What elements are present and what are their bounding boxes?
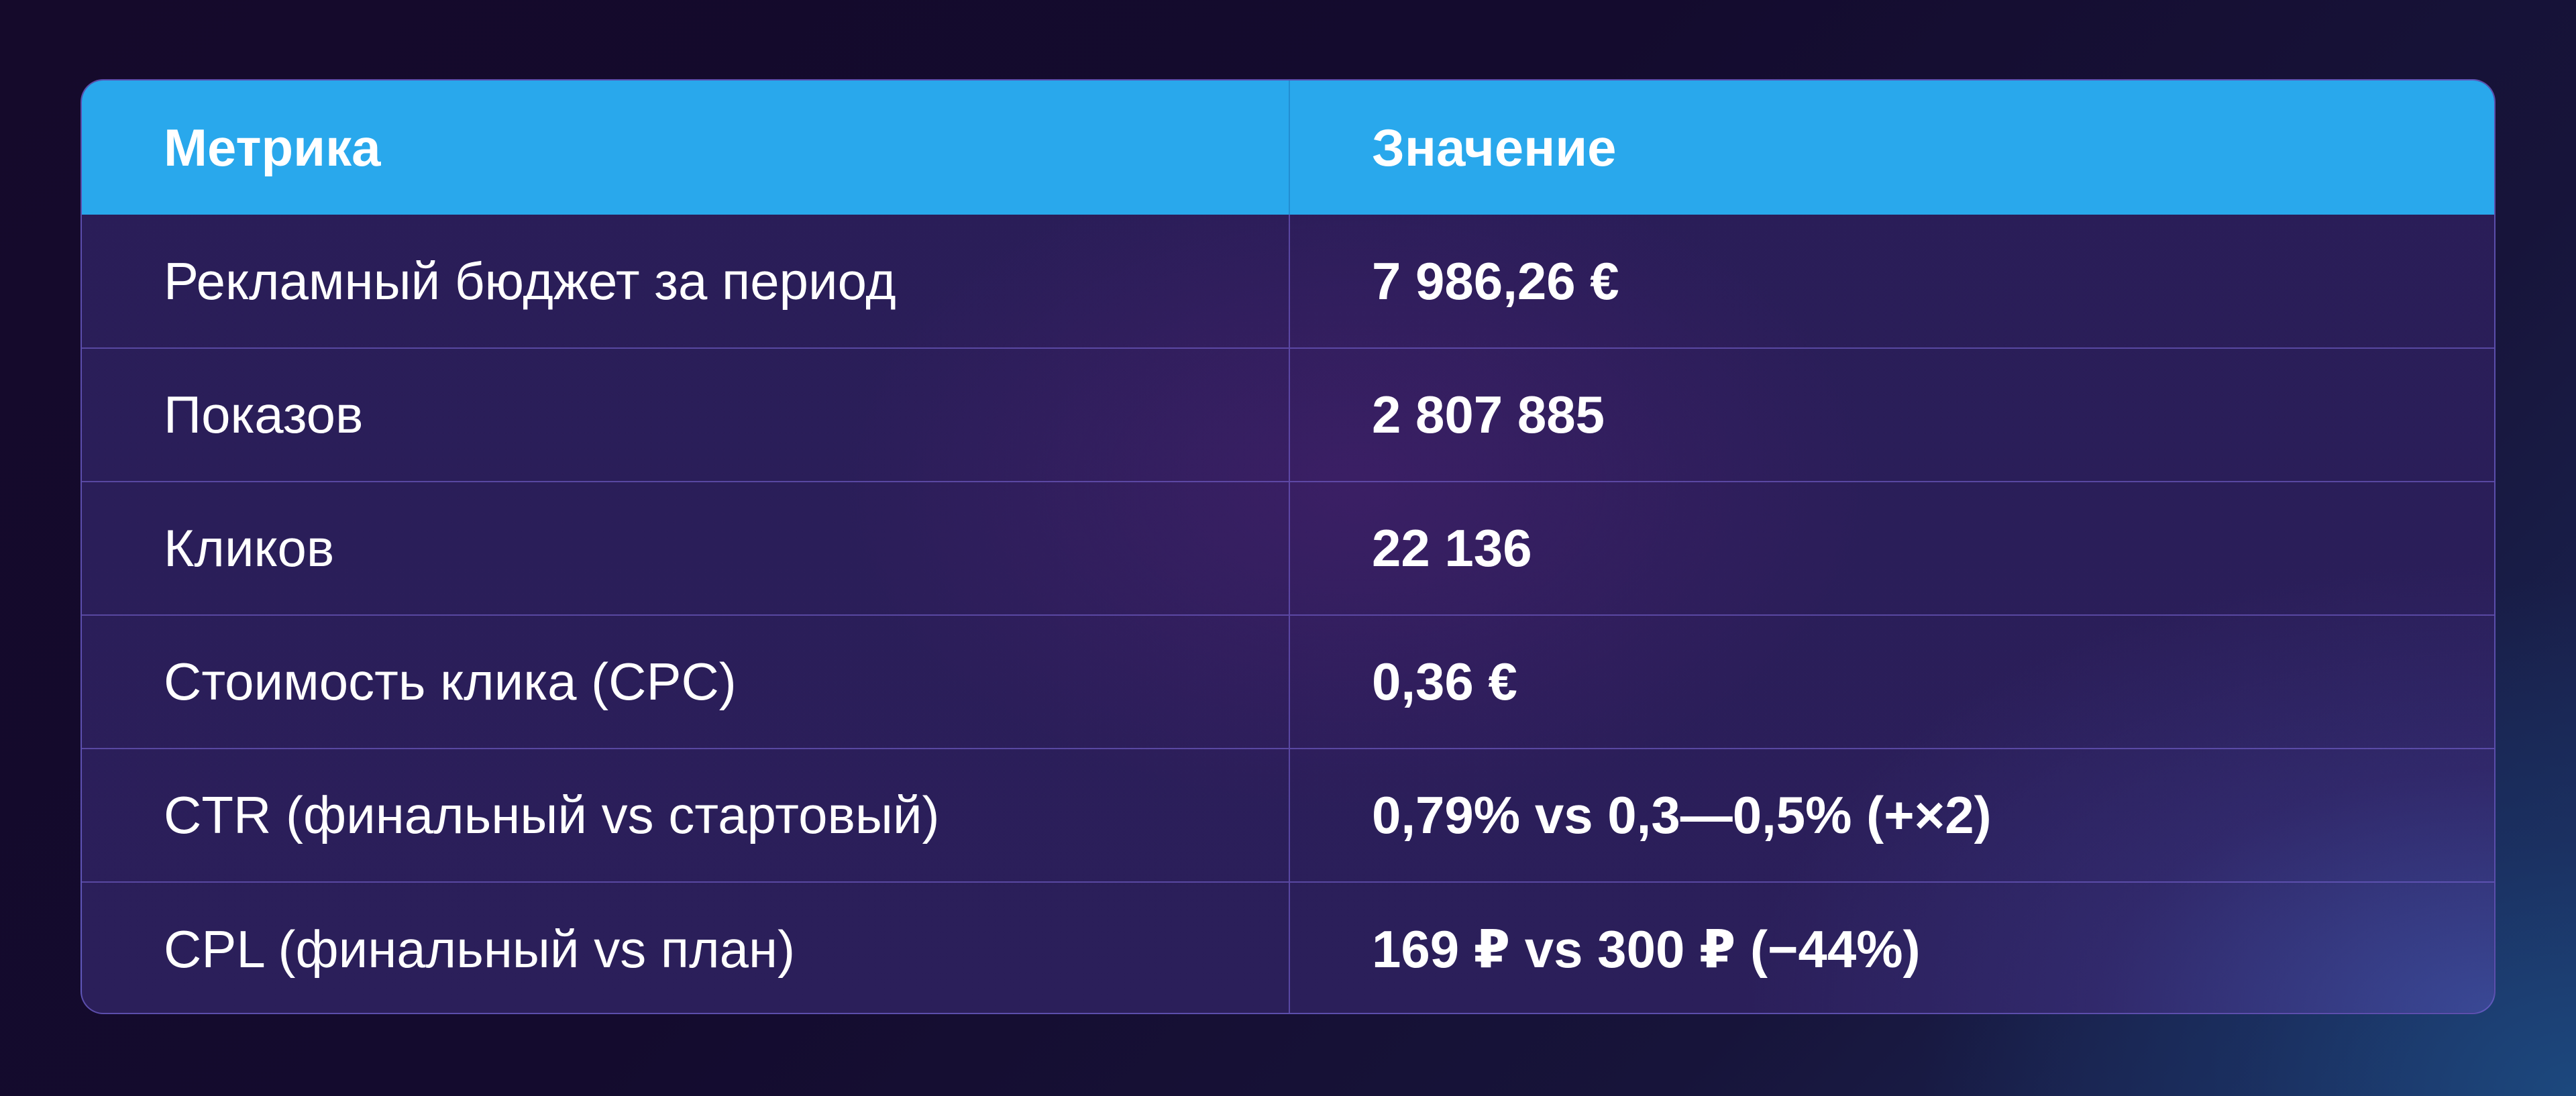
metric-cell: CTR (финальный vs стартовый) — [82, 748, 1290, 882]
value-cell: 0,36 € — [1289, 614, 2494, 749]
value-cell: 22 136 — [1289, 481, 2494, 615]
header-row: Метрика Значение — [82, 80, 2494, 215]
table-row: CTR (финальный vs стартовый) 0,79% vs 0,… — [82, 748, 2494, 882]
metric-cell: Показов — [82, 347, 1290, 482]
value-cell: 2 807 885 — [1289, 347, 2494, 482]
value-cell: 169 ₽ vs 300 ₽ (−44%) — [1289, 881, 2494, 1013]
header-value: Значение — [1372, 117, 1617, 177]
table-header: Метрика Значение — [82, 80, 2494, 215]
metrics-table: Метрика Значение Рекламный бюджет за пер… — [82, 80, 2494, 1013]
value-cell: 7 986,26 € — [1372, 251, 1619, 311]
table-row: Показов 2 807 885 — [82, 347, 2494, 482]
header-metric: Метрика — [82, 80, 1290, 215]
metric-cell: Рекламный бюджет за период — [82, 215, 1290, 348]
table-body: Рекламный бюджет за период 7 986,26 € По… — [82, 215, 2494, 1013]
table-row: Стоимость клика (CPC) 0,36 € — [82, 614, 2494, 749]
table-row: Кликов 22 136 — [82, 481, 2494, 615]
metric-cell: Кликов — [82, 481, 1290, 615]
table-row: CPL (финальный vs план) 169 ₽ vs 300 ₽ (… — [82, 881, 2494, 1013]
value-cell: 0,79% vs 0,3—0,5% (+×2) — [1289, 748, 2494, 882]
metric-cell: CPL (финальный vs план) — [82, 881, 1290, 1013]
metrics-card: Метрика Значение Рекламный бюджет за пер… — [80, 79, 2496, 1014]
table-row: Рекламный бюджет за период 7 986,26 € — [82, 215, 2494, 348]
metric-cell: Стоимость клика (CPC) — [82, 614, 1290, 749]
